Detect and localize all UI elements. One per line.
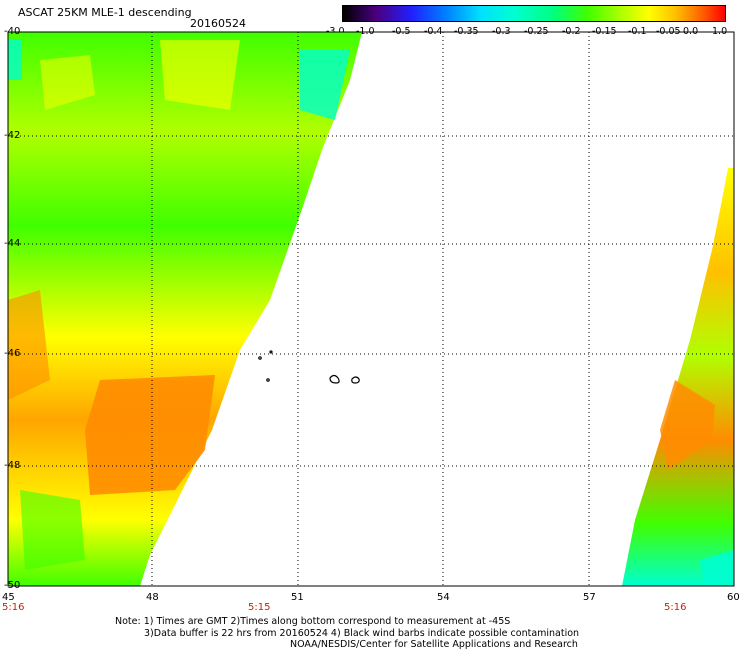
note-line-1: Note: 1) Times are GMT 2)Times along bot…	[115, 616, 511, 627]
swath-patch-yellow	[40, 55, 95, 110]
map-frame	[7, 31, 735, 587]
lon-label: 57	[583, 592, 596, 603]
lat-label: -46	[4, 348, 21, 359]
lat-label: -48	[4, 460, 21, 471]
credit-line: NOAA/NESDIS/Center for Satellite Applica…	[290, 639, 578, 650]
swath-patch-green	[20, 490, 85, 570]
note-line-2: 3)Data buffer is 22 hrs from 20160524 4)…	[144, 628, 580, 639]
swath-patch-cyan	[8, 40, 22, 80]
swath-patch-cyan	[700, 550, 734, 586]
swath-patch-orange	[660, 380, 715, 470]
data-swath-right	[622, 168, 734, 586]
colorbar	[342, 5, 726, 22]
lat-label: -50	[4, 580, 21, 591]
lon-label: 45	[2, 592, 15, 603]
lat-label: -42	[4, 130, 21, 141]
swath-patch-orange	[85, 375, 215, 495]
graticule	[8, 32, 734, 586]
lat-label: -44	[4, 238, 21, 249]
time-label: 5:16	[2, 602, 25, 613]
island-outlines	[258, 350, 360, 384]
lon-label: 54	[437, 592, 450, 603]
lon-label: 60	[727, 592, 740, 603]
time-label: 5:15	[248, 602, 271, 613]
swath-patch-cyan	[300, 50, 350, 120]
lon-label: 48	[146, 592, 159, 603]
map-date: 20160524	[190, 17, 246, 30]
lat-label: -40	[4, 26, 21, 37]
time-label: 5:16	[664, 602, 687, 613]
swath-patch-yellow	[160, 40, 240, 110]
swath-patch-orange	[8, 290, 50, 400]
lon-label: 51	[291, 592, 304, 603]
map-title: ASCAT 25KM MLE-1 descending	[18, 6, 192, 19]
